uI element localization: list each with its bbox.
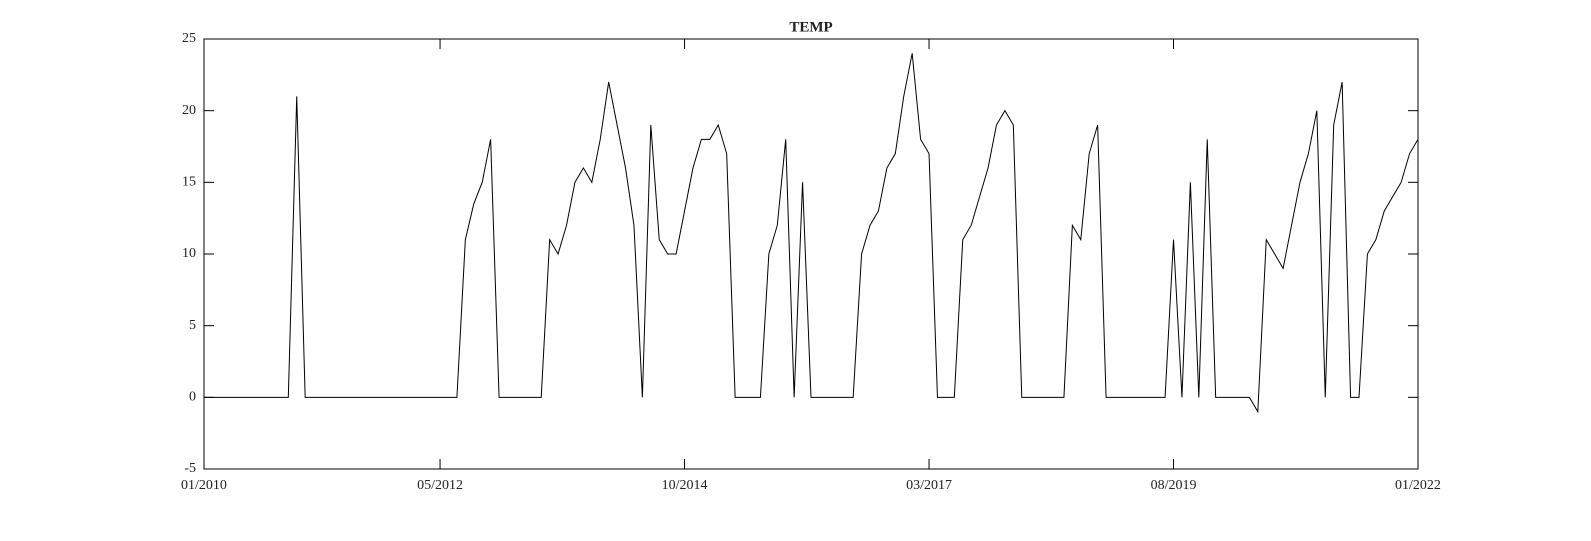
chart-title: TEMP (789, 19, 832, 35)
y-tick-label: 20 (182, 103, 196, 118)
x-tick-label: 01/2010 (181, 478, 227, 493)
x-tick-label: 03/2017 (906, 478, 952, 493)
y-tick-label: 15 (182, 175, 196, 190)
plot-frame (203, 38, 1419, 470)
y-tick-label: 0 (189, 390, 196, 405)
data-line (204, 53, 1419, 414)
x-tick-label: 08/2019 (1151, 478, 1197, 493)
y-tick-label: -5 (184, 461, 196, 476)
x-tick-label: 05/2012 (417, 478, 463, 493)
y-tick-label: 10 (182, 246, 196, 261)
y-tick-label: 5 (189, 318, 196, 333)
y-tick-label: 25 (182, 31, 196, 46)
x-tick-label: 10/2014 (662, 478, 708, 493)
x-tick-label: 01/2022 (1395, 478, 1441, 493)
